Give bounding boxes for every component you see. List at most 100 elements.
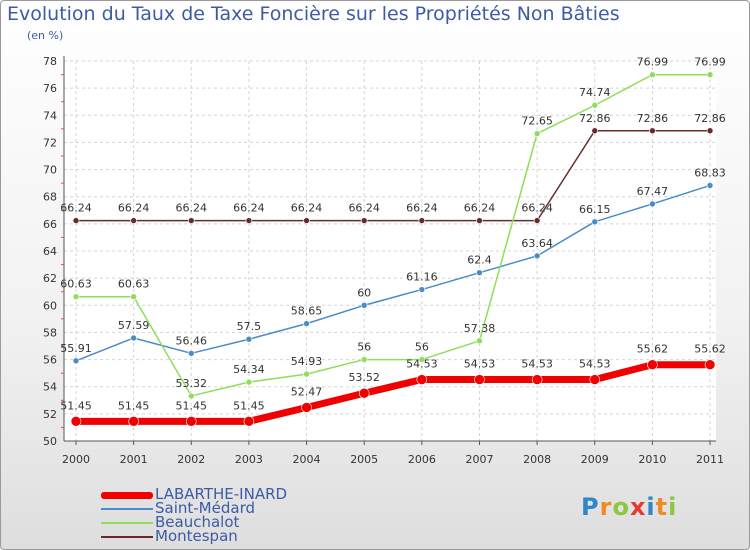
data-point [130,293,137,301]
data-label: 66.24 [406,202,438,215]
y-tick-label: 52 [43,408,57,421]
data-label: 57.38 [464,322,496,335]
data-label: 62.4 [467,254,492,267]
data-point [360,301,368,309]
data-label: 51.45 [233,399,265,412]
data-label: 54.53 [464,358,496,371]
x-tick-label: 2008 [523,453,551,466]
data-label: 72.65 [521,115,553,128]
data-label: 52.47 [291,385,323,398]
data-point [418,286,426,293]
y-tick-label: 74 [43,109,57,122]
data-label: 51.45 [118,399,150,412]
logo-letter: x [629,493,647,521]
data-point [358,387,370,399]
logo-letter: P [581,493,600,521]
y-tick-label: 60 [43,299,57,312]
data-point [706,71,714,79]
data-point [130,217,137,224]
data-point [706,127,714,135]
y-unit-label: (en %) [27,29,64,42]
data-label: 56 [415,341,429,354]
data-point [476,337,483,345]
x-tick-label: 2007 [465,453,493,466]
x-tick-label: 2005 [350,453,378,466]
x-tick-label: 2006 [408,453,436,466]
data-label: 56.46 [176,334,208,347]
data-label: 74.74 [579,86,611,99]
data-label: 66.24 [348,202,380,215]
x-tick-label: 2001 [120,453,148,466]
y-tick-label: 68 [43,191,57,204]
y-tick-label: 62 [43,272,57,285]
y-tick-label: 72 [43,136,57,149]
data-point [533,252,541,260]
data-label: 54.53 [579,358,611,371]
data-label: 60.63 [60,278,92,291]
y-tick-label: 70 [43,164,57,177]
data-point [245,335,253,343]
data-point [649,200,656,208]
data-label: 55.62 [694,343,726,356]
data-point [70,416,82,427]
data-label: 66.24 [291,202,323,215]
data-label: 54.53 [406,358,438,371]
series-saint-m-dard: 55.91 57.59 56.46 57.5 58.65 60 61.16 62.4 63.64… [60,166,726,365]
data-label: 53.52 [348,371,380,384]
legend-swatch [101,522,153,524]
data-label: 76.99 [694,56,726,69]
y-tick-label: 58 [43,326,57,339]
y-tick-label: 64 [43,245,57,258]
data-label: 66.24 [176,202,208,215]
logo-letter: i [646,493,656,521]
data-label: 66.24 [464,202,496,215]
data-label: 72.86 [637,112,669,125]
data-label: 58.65 [291,305,323,318]
data-label: 72.86 [579,112,611,125]
data-point [360,217,368,224]
legend-swatch [101,508,153,510]
data-label: 63.64 [521,237,553,250]
x-tick-label: 2011 [696,453,724,466]
logo-letter: o [612,493,630,521]
series-beauchalot: 60.63 60.63 53.32 54.34 54.93 56 56 57.38 72.65 7… [60,56,726,400]
data-point [533,130,541,137]
proxiti-logo: Proxiti [581,493,677,521]
chart-title: Evolution du Taux de Taxe Foncière sur l… [7,3,620,25]
data-point [591,218,599,226]
data-point [589,374,601,385]
data-point [72,293,80,301]
data-label: 60 [357,286,371,299]
legend-swatch [101,536,153,538]
x-tick-label: 2000 [62,453,90,466]
data-point [418,217,426,224]
logo-letter: r [599,493,613,521]
data-label: 57.59 [118,319,150,332]
data-label: 54.53 [521,358,553,371]
data-point [303,370,310,378]
legend-label: LABARTHE-INARD [155,485,288,503]
data-label: 61.16 [406,271,438,284]
data-point [533,217,541,224]
data-point [649,71,656,79]
legend-label: Montespan [155,527,238,545]
data-point [245,217,253,224]
logo-letter: i [668,493,678,521]
data-label: 72.86 [694,112,726,125]
x-tick-label: 2010 [638,453,666,466]
data-point [474,374,485,385]
x-tick-label: 2002 [177,453,205,466]
data-point [243,416,255,427]
y-tick-label: 54 [43,381,57,394]
data-point [476,217,483,224]
series-line [75,73,711,397]
data-label: 51.45 [176,399,208,412]
logo-letter: t [655,493,669,521]
series-line [75,184,711,362]
data-point [706,182,714,189]
data-point [647,359,658,371]
data-point [416,374,428,385]
data-point [72,357,80,365]
